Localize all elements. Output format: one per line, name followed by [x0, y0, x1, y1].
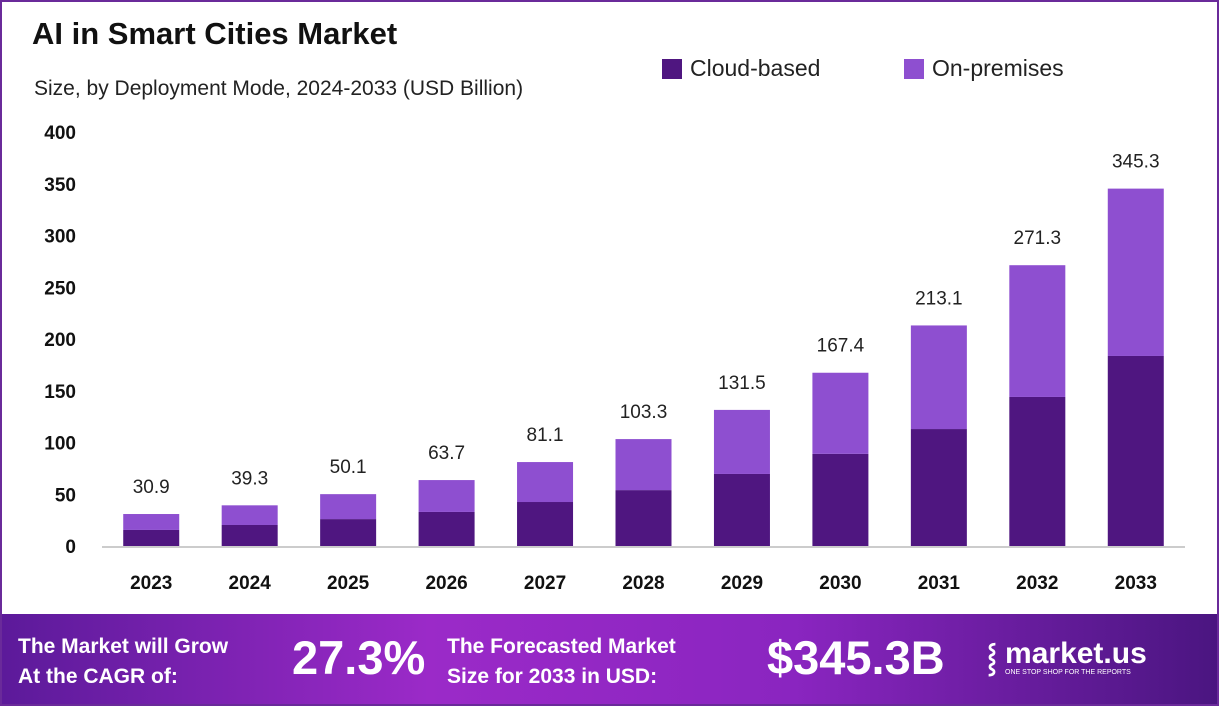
- bar-cloud: [517, 502, 574, 546]
- legend-label-cloud: Cloud-based: [690, 55, 821, 81]
- legend-label-onprem: On-premises: [932, 55, 1064, 81]
- bar-onprem: [812, 372, 869, 454]
- legend-item-cloud: Cloud-based: [662, 55, 820, 82]
- forecast-label: The Forecasted Market Size for 2033 in U…: [447, 632, 676, 692]
- bar-cloud: [221, 524, 278, 546]
- logo-name: market.us: [1005, 636, 1147, 670]
- bar-cloud: [320, 519, 377, 546]
- data-label: 30.9: [133, 477, 170, 498]
- bar-cloud: [123, 529, 180, 546]
- bar-onprem: [1107, 188, 1164, 356]
- x-tick-label: 2025: [327, 573, 370, 594]
- bar-cloud: [1107, 355, 1164, 546]
- data-label: 81.1: [527, 425, 564, 446]
- data-label: 271.3: [1014, 228, 1062, 249]
- chart-title: AI in Smart Cities Market: [32, 16, 398, 51]
- y-tick-label: 50: [55, 485, 76, 506]
- cagr-label: The Market will Grow At the CAGR of:: [18, 632, 228, 692]
- y-tick-label: 400: [44, 123, 76, 144]
- data-label: 63.7: [428, 443, 465, 464]
- bar-onprem: [221, 505, 278, 525]
- bar-onprem: [517, 462, 574, 503]
- y-tick-label: 100: [44, 434, 76, 455]
- cagr-label-line2: At the CAGR of:: [18, 665, 178, 688]
- cagr-label-line1: The Market will Grow: [18, 635, 229, 658]
- forecast-label-line1: The Forecasted Market: [447, 635, 676, 658]
- bar-onprem: [320, 494, 377, 520]
- bar-cloud: [910, 429, 967, 546]
- forecast-value: $345.3B: [767, 631, 945, 684]
- data-label: 345.3: [1112, 152, 1160, 173]
- y-tick-label: 150: [44, 382, 76, 403]
- x-tick-label: 2033: [1115, 573, 1157, 594]
- legend-swatch-cloud: [662, 58, 682, 79]
- data-label: 39.3: [231, 468, 268, 489]
- x-tick-label: 2024: [229, 573, 272, 594]
- data-label: 50.1: [330, 457, 367, 478]
- y-tick-label: 0: [65, 537, 76, 558]
- bar-plot: 0 50 100 150 200 250 300 350 400 30.9 2023 39.3 2024…: [44, 123, 1185, 594]
- logo-tagline: ONE STOP SHOP FOR THE REPORTS: [1005, 668, 1131, 676]
- cagr-value: 27.3%: [292, 631, 426, 684]
- bar-cloud: [615, 490, 672, 546]
- data-label: 131.5: [718, 373, 766, 394]
- x-tick-label: 2023: [130, 573, 172, 594]
- footer-banner: The Market will Grow At the CAGR of: 27.…: [2, 614, 1217, 704]
- forecast-label-line2: Size for 2033 in USD:: [447, 665, 658, 688]
- bar-cloud: [1009, 396, 1066, 546]
- legend-item-onprem: On-premises: [904, 55, 1064, 82]
- bar-cloud: [713, 473, 770, 546]
- bar-onprem: [615, 439, 672, 491]
- y-tick-label: 350: [44, 175, 76, 196]
- bar-onprem: [1009, 265, 1066, 397]
- legend-swatch-onprem: [904, 58, 924, 79]
- y-tick-label: 300: [44, 227, 76, 248]
- data-label: 167.4: [817, 336, 865, 357]
- bar-cloud: [812, 453, 869, 546]
- x-tick-label: 2032: [1016, 573, 1058, 594]
- x-tick-label: 2029: [721, 573, 763, 594]
- x-tick-label: 2026: [425, 573, 467, 594]
- bar-cloud: [418, 511, 475, 546]
- logo-mark-icon: ⸾: [987, 642, 998, 673]
- x-tick-label: 2031: [918, 573, 961, 594]
- y-tick-label: 250: [44, 278, 76, 299]
- y-tick-label: 200: [44, 330, 76, 351]
- data-label: 213.1: [915, 288, 963, 309]
- bar-onprem: [123, 514, 180, 530]
- x-tick-label: 2030: [819, 573, 861, 594]
- bar-onprem: [910, 325, 967, 430]
- x-tick-label: 2027: [524, 573, 566, 594]
- chart-subtitle: Size, by Deployment Mode, 2024-2033 (USD…: [34, 77, 524, 100]
- x-tick-label: 2028: [622, 573, 664, 594]
- bar-onprem: [713, 409, 770, 474]
- marketus-logo: ⸾ market.us ONE STOP SHOP FOR THE REPORT…: [987, 638, 1147, 676]
- data-label: 103.3: [620, 402, 668, 423]
- bar-onprem: [418, 480, 475, 512]
